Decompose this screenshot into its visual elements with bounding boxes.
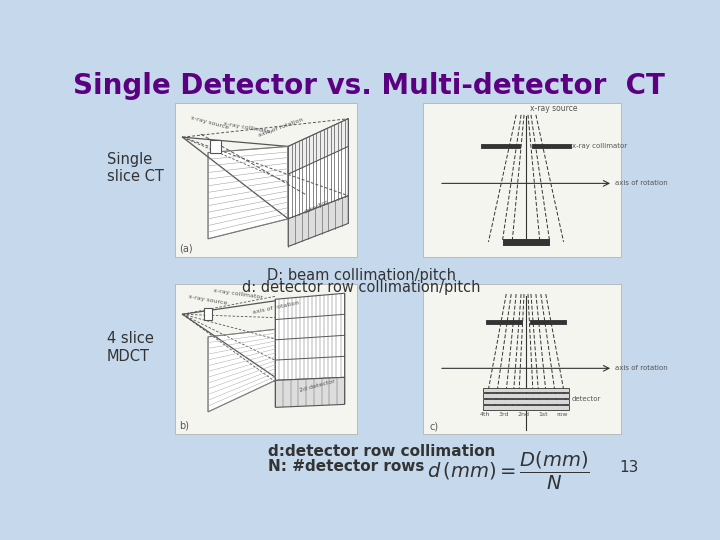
Text: D: beam collimation/pitch: D: beam collimation/pitch — [266, 268, 456, 283]
Text: Single
slice CT: Single slice CT — [107, 152, 164, 184]
Text: axis of rotation: axis of rotation — [252, 301, 300, 315]
Text: x-ray source: x-ray source — [190, 116, 229, 131]
Bar — [482, 399, 570, 404]
Text: detector: detector — [572, 396, 601, 402]
Polygon shape — [288, 119, 348, 219]
Text: row: row — [557, 412, 568, 417]
Text: 1st: 1st — [538, 412, 547, 417]
Text: (a): (a) — [179, 243, 193, 253]
Text: 4 slice
MDCT: 4 slice MDCT — [107, 331, 154, 363]
Text: x-ray collimator: x-ray collimator — [214, 288, 264, 300]
Bar — [482, 404, 570, 409]
Polygon shape — [276, 293, 345, 380]
Text: x-ray source: x-ray source — [530, 104, 577, 113]
Text: $d\,(mm) = \dfrac{D(mm)}{N}$: $d\,(mm) = \dfrac{D(mm)}{N}$ — [427, 450, 590, 492]
Text: c): c) — [429, 422, 438, 432]
Text: Single Detector vs. Multi-detector  CT: Single Detector vs. Multi-detector CT — [73, 72, 665, 100]
Polygon shape — [208, 329, 276, 412]
Bar — [175, 284, 357, 434]
Polygon shape — [288, 119, 348, 174]
Bar — [423, 103, 621, 257]
Text: 13: 13 — [619, 460, 639, 475]
Polygon shape — [208, 146, 288, 239]
Text: d: detector row collimation/pitch: d: detector row collimation/pitch — [242, 280, 480, 295]
Text: b): b) — [179, 420, 189, 430]
Polygon shape — [276, 377, 345, 407]
Text: x-ray source: x-ray source — [188, 294, 228, 306]
Text: 3rd: 3rd — [499, 412, 509, 417]
Text: x-ray collimator: x-ray collimator — [572, 144, 627, 150]
Bar — [204, 308, 212, 320]
Bar — [482, 388, 570, 393]
Bar — [423, 284, 621, 434]
Text: 2d detector: 2d detector — [299, 379, 336, 393]
Text: axis of rotation: axis of rotation — [257, 117, 304, 138]
Bar — [210, 140, 221, 153]
Bar — [175, 103, 357, 257]
Text: 4th: 4th — [480, 412, 490, 417]
Text: x-ray collimator: x-ray collimator — [222, 122, 273, 135]
Polygon shape — [288, 195, 348, 247]
Text: axis of rotation: axis of rotation — [615, 180, 667, 186]
Text: detector: detector — [302, 199, 329, 215]
Text: d:detector row collimation: d:detector row collimation — [269, 444, 495, 458]
Text: axis of rotation: axis of rotation — [615, 366, 667, 372]
Bar — [482, 393, 570, 398]
Text: N: #detector rows: N: #detector rows — [269, 459, 425, 474]
Text: 2nd: 2nd — [518, 412, 529, 417]
